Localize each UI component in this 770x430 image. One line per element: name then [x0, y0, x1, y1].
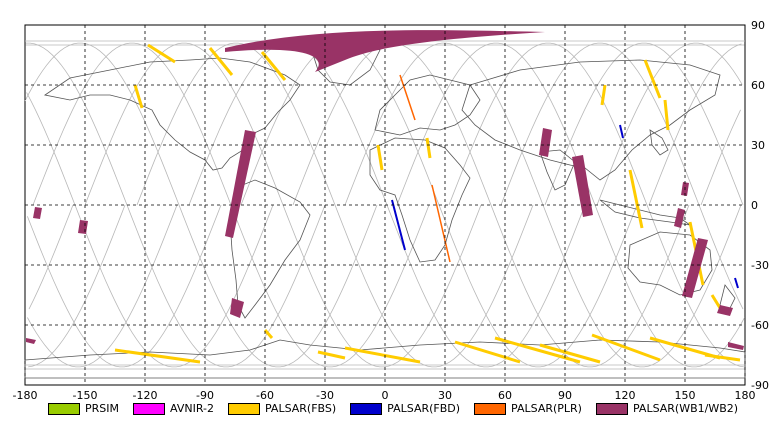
x-tick-label: 150	[675, 389, 696, 402]
y-tick-label: 60	[751, 79, 765, 92]
orbit-track	[27, 42, 744, 368]
south-america-outline	[229, 179, 311, 319]
fbs-swath	[643, 59, 662, 99]
fbs-swath	[591, 333, 661, 362]
plr-swath	[431, 184, 451, 263]
fbs-swath	[376, 144, 384, 171]
legend-item: PALSAR(WB1/WB2)	[595, 402, 739, 415]
x-tick-label: -180	[13, 389, 38, 402]
fbs-swath	[147, 43, 176, 64]
palsar-wb-swaths	[26, 30, 744, 350]
x-tick-label: -60	[256, 389, 274, 402]
legend-item: PALSAR(FBS)	[227, 402, 337, 415]
japan-outline	[649, 129, 669, 156]
wb-swath-arctic	[225, 30, 545, 72]
latitude-tick-labels: 90 60 30 0 -30 -60 -90	[751, 19, 769, 392]
legend-item: PALSAR(PLR)	[474, 402, 582, 415]
coverage-swaths	[26, 30, 744, 364]
y-tick-label: 0	[751, 199, 758, 212]
wb-swath	[33, 207, 42, 219]
africa-outline	[369, 137, 471, 263]
plr-swath	[399, 74, 416, 121]
legend-label: AVNIR-2	[170, 402, 214, 415]
fbd-swath	[619, 124, 624, 139]
fbd-swath	[734, 277, 739, 289]
x-tick-label: 90	[558, 389, 572, 402]
wb-swath	[728, 342, 744, 350]
legend-swatch	[474, 402, 507, 415]
legend-label: PALSAR(FBD)	[387, 402, 461, 415]
fbs-swath	[628, 169, 644, 229]
fbs-swath	[539, 343, 601, 364]
legend-swatch	[227, 402, 260, 415]
lat-lon-grid	[24, 24, 746, 386]
indonesia-outline	[599, 199, 691, 226]
fbs-swath	[600, 84, 607, 106]
fbs-swath	[663, 99, 670, 131]
y-tick-label: -30	[751, 259, 769, 272]
legend-label: PALSAR(WB1/WB2)	[632, 402, 739, 415]
legend: PRSIM AVNIR-2 PALSAR(FBS) PALSAR(FBD) PALSAR…	[48, 402, 752, 415]
fbs-swath	[710, 294, 722, 309]
legend-swatch	[595, 402, 628, 415]
asia-outline	[461, 59, 721, 181]
orbit-track	[28, 42, 744, 368]
fbd-swath	[391, 199, 406, 251]
legend-item: PALSAR(FBD)	[350, 402, 460, 415]
fbs-swath	[425, 137, 432, 159]
legend-swatch	[48, 402, 80, 415]
fbs-swath	[317, 350, 346, 360]
legend-swatch	[133, 402, 165, 415]
wb-swath	[682, 238, 708, 298]
orbit-track	[27, 42, 744, 368]
y-tick-label: -90	[751, 379, 769, 392]
x-tick-label: -30	[316, 389, 334, 402]
x-tick-label: 30	[438, 389, 452, 402]
australia-outline	[627, 231, 713, 296]
orbit-track	[28, 42, 745, 368]
palsar-plr-swaths	[399, 74, 451, 263]
wb-swath	[225, 130, 256, 238]
x-tick-label: 180	[735, 389, 756, 402]
fbs-swath	[208, 47, 234, 76]
x-tick-label: -90	[196, 389, 214, 402]
x-tick-label: 120	[615, 389, 636, 402]
fbs-swath	[114, 348, 201, 364]
europe-outline	[374, 74, 481, 136]
x-tick-label: -150	[73, 389, 98, 402]
legend-label: PALSAR(FBS)	[264, 402, 337, 415]
orbit-track	[24, 42, 741, 368]
legend-item: PRSIM	[48, 402, 119, 415]
legend-label: PRSIM	[85, 402, 119, 415]
palsar-fbd-swaths	[391, 124, 739, 289]
legend-item: AVNIR-2	[133, 402, 214, 415]
wb-swath	[539, 128, 552, 157]
fbs-swath	[263, 329, 274, 339]
wb-swath	[78, 220, 88, 234]
x-tick-label: -120	[133, 389, 158, 402]
y-tick-label: -60	[751, 319, 769, 332]
orbit-track	[25, 42, 742, 368]
fbs-swath	[494, 336, 581, 364]
palsar-fbs-swaths	[114, 43, 741, 364]
x-tick-label: 60	[498, 389, 512, 402]
wb-swath	[230, 298, 244, 318]
fbs-swath	[260, 51, 287, 81]
fbs-swath	[454, 340, 521, 364]
fbs-swath	[133, 84, 144, 109]
india-outline	[539, 149, 576, 191]
y-tick-label: 90	[751, 19, 765, 32]
wb-swath	[572, 155, 593, 217]
longitude-tick-labels: -180 -150 -120 -90 -60 -30 0 30 60 90 120 150 180	[13, 389, 756, 402]
fbs-swath	[344, 346, 421, 364]
legend-label: PALSAR(PLR)	[511, 402, 582, 415]
wb-swath	[717, 305, 733, 316]
fbs-swath	[704, 353, 741, 362]
y-tick-label: 30	[751, 139, 765, 152]
wb-swath	[674, 208, 685, 228]
x-tick-label: 0	[382, 389, 389, 402]
wb-swath	[26, 338, 36, 344]
legend-swatch	[350, 402, 383, 415]
